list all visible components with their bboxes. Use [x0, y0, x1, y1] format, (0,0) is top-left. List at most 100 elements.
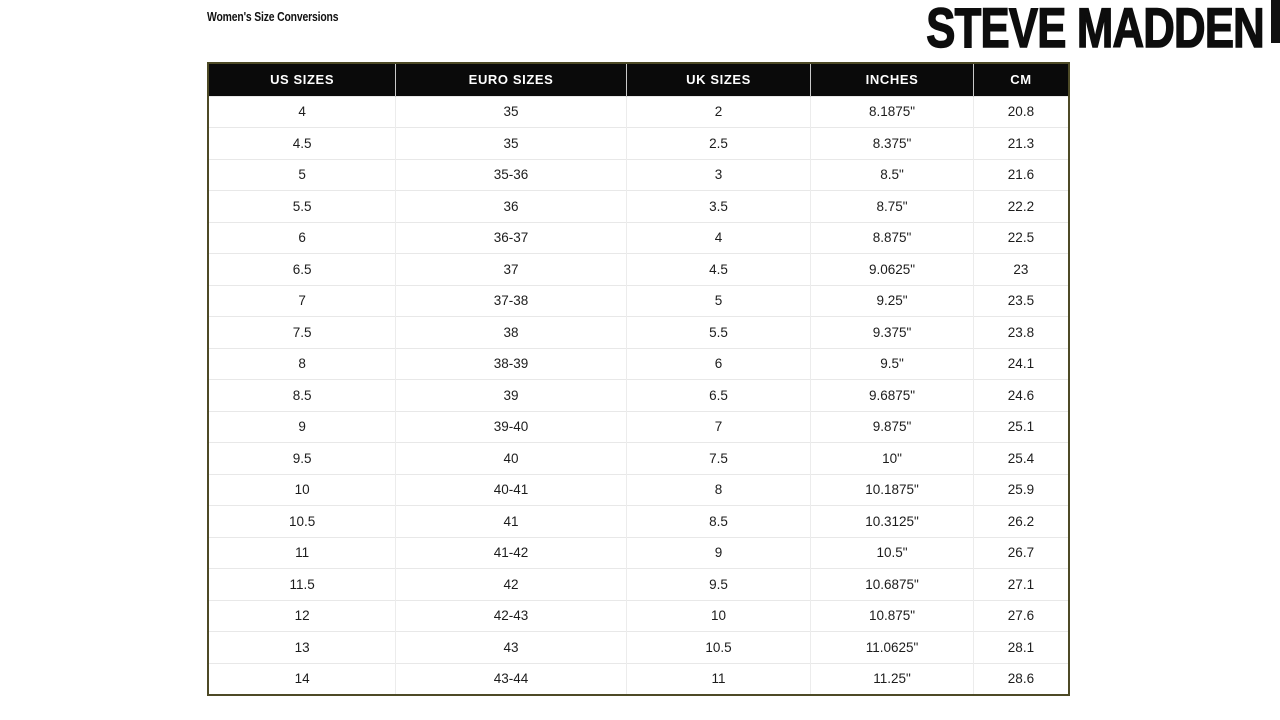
table-cell: 22.5 — [973, 221, 1069, 254]
table-cell: 26.2 — [973, 505, 1069, 537]
table-cell: 6.5 — [208, 253, 397, 285]
table-cell: 11 — [208, 536, 397, 569]
scrollbar-thumb[interactable] — [1271, 0, 1280, 43]
table-cell: 42 — [395, 568, 627, 600]
table-row: 5.5 36 3.5 8.75" 22.2 — [208, 190, 1069, 222]
table-cell: 12 — [208, 599, 397, 632]
table-cell: 11.5 — [208, 568, 397, 600]
table-cell: 36 — [395, 190, 627, 222]
table-cell: 35 — [395, 95, 627, 128]
table-cell: 23.5 — [973, 284, 1069, 317]
table-cell: 2 — [626, 95, 812, 128]
table-cell: 8.5" — [810, 158, 974, 191]
table-cell: 37-38 — [395, 284, 627, 317]
table-cell: 20.8 — [973, 95, 1069, 128]
page-title: Women's Size Conversions — [207, 9, 339, 24]
table-body: 4 35 2 8.1875" 20.8 4.5 35 2.5 8.375" 21.3 5 35-36 3… — [208, 95, 1069, 695]
table-cell: 24.1 — [973, 347, 1069, 380]
table-cell: 37 — [395, 253, 627, 285]
table-cell: 41-42 — [395, 536, 627, 569]
table-cell: 40-41 — [395, 473, 627, 506]
table-cell: 8.5 — [626, 505, 812, 537]
table-row: 9.5 40 7.5 10" 25.4 — [208, 442, 1069, 474]
table-cell: 9 — [626, 536, 812, 569]
table-cell: 10" — [810, 442, 974, 474]
table-cell: 21.3 — [973, 127, 1069, 159]
table-cell: 27.6 — [973, 599, 1069, 632]
table-cell: 8.1875" — [810, 95, 974, 128]
table-cell: 21.6 — [973, 158, 1069, 191]
table-cell: 27.1 — [973, 568, 1069, 600]
table-cell: 5 — [626, 284, 812, 317]
table-cell: 9.6875" — [810, 379, 974, 411]
table-cell: 10.5 — [208, 505, 397, 537]
table-cell: 23.8 — [973, 316, 1069, 348]
table-cell: 9.0625" — [810, 253, 974, 285]
table-cell: 14 — [208, 662, 397, 695]
table-cell: 10 — [208, 473, 397, 506]
table-cell: 10.1875" — [810, 473, 974, 506]
table-row: 8 38-39 6 9.5" 24.1 — [208, 347, 1069, 380]
table-cell: 7.5 — [626, 442, 812, 474]
table-row: 6 36-37 4 8.875" 22.5 — [208, 221, 1069, 254]
table-cell: 6 — [626, 347, 812, 380]
table-cell: 8.875" — [810, 221, 974, 254]
table-cell: 36-37 — [395, 221, 627, 254]
table-cell: 4 — [208, 95, 397, 128]
table-cell: 43 — [395, 631, 627, 663]
table-row: 11 41-42 9 10.5" 26.7 — [208, 536, 1069, 569]
table-cell: 6 — [208, 221, 397, 254]
table-cell: 9.25" — [810, 284, 974, 317]
table-cell: 5.5 — [208, 190, 397, 222]
table-cell: 38-39 — [395, 347, 627, 380]
table-cell: 9.5" — [810, 347, 974, 380]
column-header: INCHES — [810, 63, 974, 96]
table-row: 13 43 10.5 11.0625" 28.1 — [208, 631, 1069, 663]
table-row: 10.5 41 8.5 10.3125" 26.2 — [208, 505, 1069, 537]
table-cell: 5 — [208, 158, 397, 191]
table-cell: 41 — [395, 505, 627, 537]
table-cell: 7 — [626, 410, 812, 443]
table-row: 7.5 38 5.5 9.375" 23.8 — [208, 316, 1069, 348]
table-row: 7 37-38 5 9.25" 23.5 — [208, 284, 1069, 317]
table-cell: 4 — [626, 221, 812, 254]
table-cell: 25.9 — [973, 473, 1069, 506]
column-header: UK SIZES — [626, 63, 812, 96]
table-cell: 35-36 — [395, 158, 627, 191]
table-row: 10 40-41 8 10.1875" 25.9 — [208, 473, 1069, 506]
table-cell: 9.375" — [810, 316, 974, 348]
table-cell: 10.3125" — [810, 505, 974, 537]
table-cell: 10.6875" — [810, 568, 974, 600]
table-cell: 25.1 — [973, 410, 1069, 443]
table-cell: 43-44 — [395, 662, 627, 695]
table-header: US SIZES EURO SIZES UK SIZES INCHES CM — [208, 63, 1069, 96]
table-cell: 4.5 — [208, 127, 397, 159]
table-cell: 11.0625" — [810, 631, 974, 663]
table-cell: 5.5 — [626, 316, 812, 348]
table-cell: 11.25" — [810, 662, 974, 695]
table-cell: 39-40 — [395, 410, 627, 443]
table-cell: 39 — [395, 379, 627, 411]
table-row: 8.5 39 6.5 9.6875" 24.6 — [208, 379, 1069, 411]
table-cell: 10 — [626, 599, 812, 632]
table-cell: 9.5 — [626, 568, 812, 600]
table-cell: 8.75" — [810, 190, 974, 222]
table-cell: 13 — [208, 631, 397, 663]
table-row: 12 42-43 10 10.875" 27.6 — [208, 599, 1069, 632]
table-cell: 26.7 — [973, 536, 1069, 569]
table-cell: 3.5 — [626, 190, 812, 222]
table-row: 4 35 2 8.1875" 20.8 — [208, 95, 1069, 128]
table-row: 5 35-36 3 8.5" 21.6 — [208, 158, 1069, 191]
table-cell: 9 — [208, 410, 397, 443]
table-cell: 28.6 — [973, 662, 1069, 695]
table-row: 6.5 37 4.5 9.0625" 23 — [208, 253, 1069, 285]
table-cell: 24.6 — [973, 379, 1069, 411]
table-cell: 9.5 — [208, 442, 397, 474]
table-cell: 25.4 — [973, 442, 1069, 474]
table-row: 14 43-44 11 11.25" 28.6 — [208, 662, 1069, 695]
column-header: EURO SIZES — [395, 63, 627, 96]
table-cell: 38 — [395, 316, 627, 348]
size-conversion-table: US SIZES EURO SIZES UK SIZES INCHES CM 4 35 2 8… — [207, 62, 1070, 696]
table-cell: 9.875" — [810, 410, 974, 443]
table-cell: 8 — [208, 347, 397, 380]
